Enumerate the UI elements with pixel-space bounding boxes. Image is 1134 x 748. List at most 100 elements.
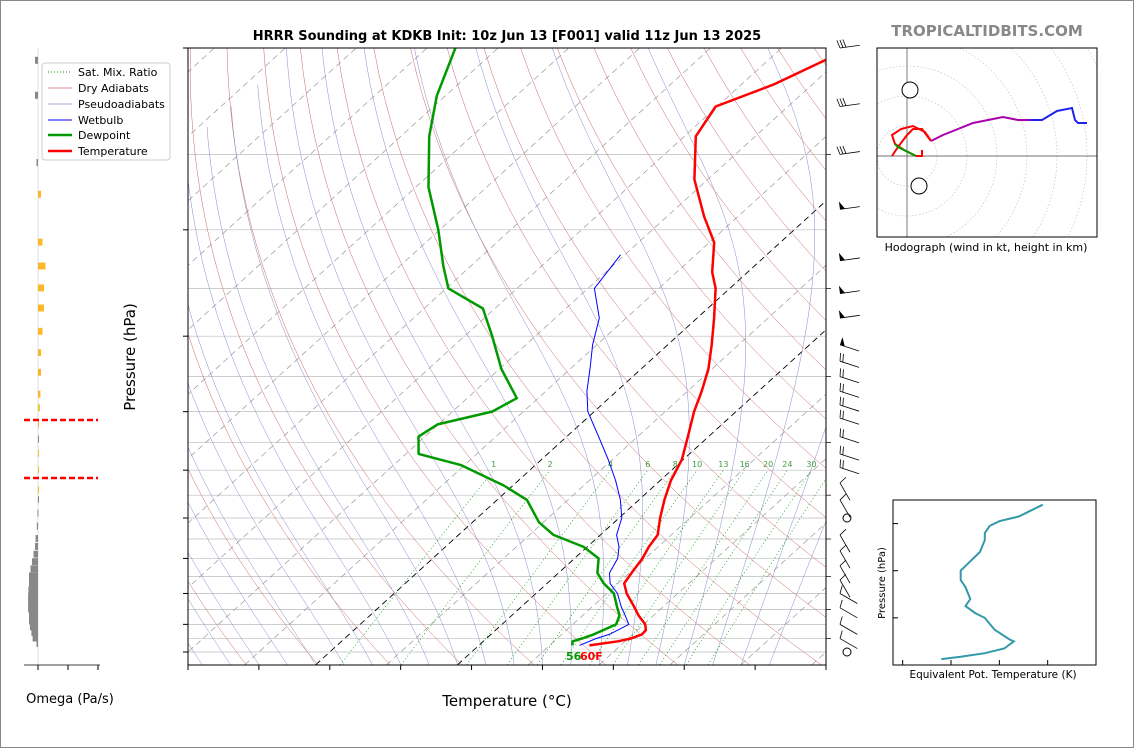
barb-flag bbox=[839, 528, 847, 536]
barb-shaft bbox=[839, 314, 860, 319]
thetae-frame bbox=[892, 499, 1097, 666]
dry-adiabat-line bbox=[263, 48, 606, 665]
barb-shaft bbox=[839, 417, 860, 425]
wind-barb bbox=[839, 352, 860, 368]
omega-bar bbox=[35, 91, 38, 99]
barb-flag bbox=[836, 146, 841, 155]
omega-bar bbox=[28, 592, 38, 600]
moist-adiabat-line bbox=[363, 48, 572, 665]
barb-flag bbox=[839, 98, 844, 107]
barb-shaft bbox=[839, 360, 860, 368]
wind-barb bbox=[838, 201, 860, 210]
omega-bar bbox=[36, 159, 38, 166]
omega-bar bbox=[31, 629, 38, 636]
wind-barb bbox=[839, 585, 858, 604]
barb-shaft bbox=[839, 534, 851, 553]
moist-adiabat-line bbox=[188, 446, 316, 665]
barb-flag bbox=[836, 98, 841, 107]
mixing-ratio-line bbox=[612, 470, 745, 665]
barb-shaft bbox=[839, 607, 858, 619]
mixing-ratio-label: 2 bbox=[547, 460, 552, 469]
dry-adiabat-line bbox=[300, 48, 678, 665]
wind-barb bbox=[839, 476, 851, 501]
dry-adiabat-line bbox=[446, 48, 826, 568]
barb-flag bbox=[839, 352, 841, 362]
wind-barb bbox=[839, 428, 860, 444]
barb-flag bbox=[839, 630, 843, 639]
calm-circle bbox=[842, 513, 852, 523]
omega-bar bbox=[38, 404, 40, 412]
moist-adiabat-line bbox=[769, 520, 826, 665]
omega-bar bbox=[38, 390, 41, 398]
hodograph-trace bbox=[1030, 106, 1087, 124]
barb-flag bbox=[842, 97, 847, 106]
thetae-xlabel: Equivalent Pot. Temperature (K) bbox=[909, 669, 1076, 681]
hodograph-trace bbox=[930, 115, 1030, 142]
isotherm-line bbox=[188, 48, 357, 202]
isotherm-line bbox=[188, 71, 826, 653]
thetae-panel bbox=[893, 503, 1097, 665]
mixing-ratio-label: 24 bbox=[782, 460, 792, 469]
isotherm-line bbox=[188, 48, 782, 589]
dry-adiabat-line bbox=[483, 48, 826, 518]
moist-adiabat-line bbox=[188, 598, 231, 665]
skewt-ylabel: Pressure (hPa) bbox=[121, 303, 139, 411]
moist-adiabat-line bbox=[286, 48, 515, 665]
barb-flag bbox=[842, 39, 847, 48]
omega-panel bbox=[24, 48, 100, 670]
omega-bar bbox=[36, 522, 38, 530]
dry-adiabat-line bbox=[189, 48, 463, 665]
barb-flag bbox=[842, 145, 847, 154]
surface-dewpoint-label: 56 bbox=[566, 650, 582, 663]
isotherm-line bbox=[188, 48, 570, 395]
moist-adiabat-line bbox=[188, 551, 260, 665]
omega-bar bbox=[28, 599, 38, 607]
barb-shaft bbox=[839, 638, 858, 649]
skewt-axes bbox=[183, 47, 831, 670]
mixing-ratio-line bbox=[685, 470, 812, 665]
wind-barb bbox=[839, 528, 851, 553]
legend-temperature: Temperature bbox=[77, 145, 148, 158]
barb-shaft bbox=[839, 376, 860, 384]
barb-flag bbox=[842, 397, 844, 406]
hodograph-bg bbox=[877, 48, 1097, 237]
mixing-ratio-line bbox=[507, 469, 649, 665]
dry-adiabat-line bbox=[336, 48, 750, 665]
hodograph-caption: Hodograph (wind in kt, height in km) bbox=[885, 241, 1088, 254]
wind-barb bbox=[839, 459, 860, 475]
omega-bar bbox=[37, 509, 39, 517]
omega-bar bbox=[35, 542, 38, 550]
wind-barb bbox=[839, 559, 851, 584]
dry-adiabat-line bbox=[520, 48, 826, 469]
mixing-ratio-line bbox=[659, 470, 788, 665]
wind-barb bbox=[838, 252, 860, 262]
omega-bar bbox=[38, 449, 39, 457]
thetae-line bbox=[941, 503, 1044, 661]
barb-flag bbox=[839, 616, 843, 625]
storm-motion-marker bbox=[901, 81, 919, 99]
wetbulb-line bbox=[579, 254, 630, 646]
dry-adiabat-line bbox=[373, 48, 822, 665]
moist-adiabat-line bbox=[206, 126, 430, 665]
wind-barb bbox=[839, 599, 858, 619]
isotherm-line bbox=[669, 522, 826, 665]
omega-bar bbox=[29, 611, 38, 619]
barb-flag bbox=[842, 429, 844, 438]
omega-bar bbox=[29, 623, 38, 631]
omega-bar bbox=[38, 190, 41, 198]
omega-bar bbox=[30, 565, 38, 573]
mixing-ratio-line bbox=[707, 478, 826, 665]
isotherm-line bbox=[386, 264, 826, 665]
omega-bar bbox=[38, 238, 43, 246]
storm-motion-marker bbox=[910, 177, 928, 195]
barb-shaft bbox=[839, 624, 858, 635]
wind-barb bbox=[839, 544, 851, 569]
barb-flag bbox=[839, 559, 847, 567]
omega-bar bbox=[35, 56, 38, 64]
omega-bar bbox=[38, 368, 41, 376]
barb-flag bbox=[839, 428, 841, 437]
barb-shaft bbox=[839, 453, 860, 461]
barb-flag bbox=[839, 544, 847, 552]
barb-flag bbox=[839, 459, 841, 468]
